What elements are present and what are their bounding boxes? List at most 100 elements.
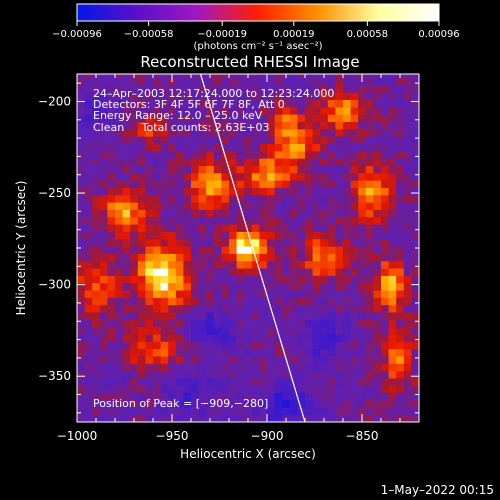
heatmap-cell: [373, 312, 382, 320]
heatmap-cell: [335, 165, 344, 174]
heatmap-cell: [267, 407, 275, 416]
heatmap-cell: [160, 348, 169, 357]
heatmap-cell: [327, 180, 336, 188]
heatmap-cell: [274, 312, 283, 320]
heatmap-cell: [251, 128, 260, 137]
heatmap-cell: [107, 224, 116, 232]
heatmap-cell: [92, 282, 101, 291]
heatmap-cell: [388, 77, 397, 86]
heatmap-cell: [411, 304, 419, 313]
heatmap-cell: [168, 268, 177, 276]
heatmap-cell: [99, 319, 108, 328]
heatmap-cell: [350, 363, 359, 372]
heatmap-cell: [373, 378, 382, 386]
heatmap-cell: [320, 180, 329, 188]
heatmap-cell: [183, 128, 192, 137]
heatmap-cell: [229, 341, 237, 350]
heatmap-cell: [122, 341, 131, 350]
heatmap-cell: [411, 348, 419, 357]
heatmap-cell: [175, 414, 184, 422]
heatmap-cell: [84, 407, 93, 416]
heatmap-cell: [183, 414, 192, 422]
heatmap-cell: [343, 121, 351, 130]
heatmap-cell: [403, 165, 412, 174]
heatmap-cell: [168, 275, 177, 284]
heatmap-cell: [373, 326, 382, 335]
heatmap-cell: [259, 385, 268, 394]
heatmap-cell: [403, 312, 412, 320]
heatmap-cell: [327, 114, 336, 123]
heatmap-cell: [115, 150, 123, 159]
heatmap-cell: [365, 106, 374, 115]
heatmap-cell: [350, 202, 359, 210]
heatmap-cell: [312, 209, 321, 218]
heatmap-cell: [259, 260, 268, 269]
heatmap-cell: [153, 253, 161, 262]
heatmap-cell: [99, 414, 108, 422]
heatmap-cell: [229, 275, 237, 284]
heatmap-cell: [183, 407, 192, 416]
heatmap-cell: [373, 187, 382, 196]
colorbar-tick-label: 0.00019: [273, 29, 314, 40]
heatmap-cell: [388, 209, 397, 218]
heatmap-cell: [327, 84, 336, 93]
heatmap-cell: [373, 143, 382, 152]
heatmap-cell: [365, 187, 374, 196]
heatmap-cell: [92, 77, 101, 86]
heatmap-cell: [107, 378, 116, 386]
heatmap-cell: [236, 194, 245, 203]
heatmap-cell: [168, 158, 177, 166]
heatmap-cell: [267, 194, 275, 203]
heatmap-cell: [145, 143, 154, 152]
heatmap-cell: [206, 99, 215, 108]
heatmap-cell: [84, 202, 93, 210]
heatmap-cell: [411, 385, 419, 394]
heatmap-cell: [411, 99, 419, 108]
heatmap-cell: [251, 290, 260, 298]
heatmap-cell: [335, 392, 344, 401]
heatmap-cell: [183, 231, 192, 240]
heatmap-cell: [244, 297, 253, 306]
heatmap-cell: [92, 128, 101, 137]
heatmap-cell: [229, 224, 237, 232]
heatmap-cell: [365, 231, 374, 240]
heatmap-cell: [350, 194, 359, 203]
heatmap-cell: [84, 414, 93, 422]
heatmap-cell: [320, 297, 329, 306]
heatmap-cell: [343, 268, 351, 276]
heatmap-cell: [236, 275, 245, 284]
heatmap-cell: [229, 84, 237, 93]
heatmap-cell: [274, 385, 283, 394]
heatmap-cell: [320, 158, 329, 166]
heatmap-cell: [305, 187, 313, 196]
heatmap-cell: [396, 143, 405, 152]
heatmap-cell: [183, 392, 192, 401]
heatmap-cell: [137, 114, 146, 123]
heatmap-cell: [107, 304, 116, 313]
heatmap-cell: [305, 158, 313, 166]
heatmap-cell: [350, 209, 359, 218]
heatmap-cell: [381, 370, 389, 379]
heatmap-cell: [327, 231, 336, 240]
heatmap-cell: [244, 400, 253, 408]
heatmap-cell: [396, 260, 405, 269]
heatmap-cell: [335, 194, 344, 203]
heatmap-cell: [289, 268, 298, 276]
heatmap-cell: [388, 275, 397, 284]
heatmap-cell: [411, 121, 419, 130]
heatmap-cell: [297, 253, 306, 262]
heatmap-cell: [145, 99, 154, 108]
heatmap-cell: [145, 74, 154, 79]
heatmap-cell: [183, 385, 192, 394]
heatmap-cell: [289, 253, 298, 262]
heatmap-cell: [153, 356, 161, 364]
heatmap-cell: [236, 106, 245, 115]
heatmap-cell: [365, 414, 374, 422]
heatmap-cell: [168, 172, 177, 181]
heatmap-cell: [403, 136, 412, 144]
heatmap-cell: [145, 268, 154, 276]
heatmap-cell: [274, 128, 283, 137]
heatmap-cell: [388, 92, 397, 101]
heatmap-cell: [251, 378, 260, 386]
